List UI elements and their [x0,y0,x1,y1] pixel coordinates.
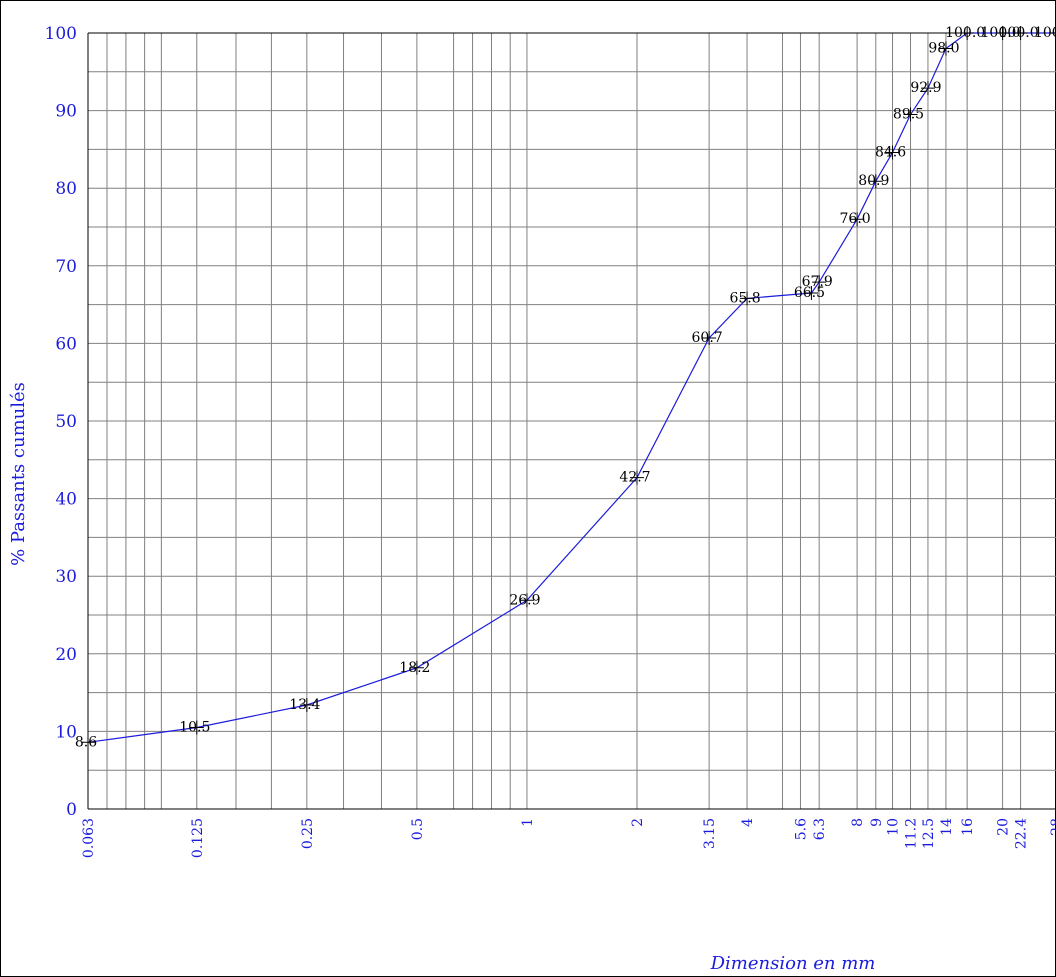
data-label: 80.9 [858,173,889,189]
data-label: 65.8 [729,290,760,306]
x-tick-label: 6.3 [812,818,828,840]
data-point-marker [702,330,717,345]
data-labels: 8.6 10.5 13.4 18.2 26.9 42.7 60.7 65.8 66.567.9 7… [75,25,1056,750]
data-point-marker [409,660,424,675]
data-point-marker [960,26,975,40]
data-point-marker [81,735,95,750]
grid-major [88,33,1056,809]
x-tick-label: 5.6 [793,818,809,840]
y-tick-label: 0 [66,800,77,820]
data-point-marker [995,26,1010,40]
y-tick-label: 50 [55,412,77,432]
data-label: 100.0 [981,25,1021,41]
data-point-marker [1049,26,1056,40]
data-label: 100.0 [999,25,1039,41]
data-label: 18.2 [399,660,430,676]
data-label: 26.9 [509,592,540,608]
series-line [87,32,1056,743]
y-tick-label: 70 [55,257,77,277]
axes [87,32,1056,810]
x-tick-label: 1 [520,818,536,827]
data-label: 42.7 [619,470,650,486]
data-point-marker [629,470,644,485]
data-label: 98.0 [928,41,959,57]
data-label: 66.5 [794,285,825,301]
y-tick-label: 80 [55,179,77,199]
data-point-marker [740,291,755,306]
x-tick-label: 0.5 [410,818,426,840]
x-tick-label: 8 [850,818,866,827]
x-tick-label: 3.15 [702,818,718,849]
data-point-marker [189,720,204,735]
y-tick-label: 90 [55,102,77,122]
x-tick-label: 22.4 [1014,818,1030,849]
x-tick-label: 10 [886,818,902,836]
data-point-marker [519,593,534,608]
data-point-marker [885,145,900,160]
data-point-marker [903,107,918,122]
data-label: 92.9 [910,80,941,96]
x-tick-label: 4 [740,818,756,827]
x-tick-label: 9 [869,818,885,827]
y-tick-label: 40 [55,490,77,510]
y-tick-label: 10 [55,722,77,742]
x-tick-label: 0.125 [190,818,206,858]
data-label: 67.9 [802,274,833,290]
data-label: 60.7 [692,330,723,346]
data-label: 8.6 [75,734,97,750]
data-label: 13.4 [289,697,320,713]
y-axis-title: % Passants cumulés [8,382,29,566]
x-axis-title: Dimension en mm [710,953,876,974]
y-tick-labels: 0 10 20 30 40 50 60 70 80 90 100 [45,24,77,820]
x-tick-label: 11.2 [904,818,920,849]
data-point-marker [812,275,827,290]
y-tick-label: 20 [55,645,77,665]
data-point-marker [938,41,953,56]
x-tick-label: 12.5 [921,818,937,849]
data-point-marker [1013,26,1028,40]
data-label: 89.5 [893,106,924,122]
x-tick-label: 0.063 [81,818,97,858]
data-point-marker [804,285,819,300]
data-label: 10.5 [179,720,210,736]
y-tick-label: 60 [55,334,77,354]
data-point-marker [299,698,314,713]
x-tick-labels: 0.063 0.125 0.25 0.5 1 2 3.15 4 5.6 6.3 8 9 10 11.2 12… [81,818,1056,858]
y-tick-label: 30 [55,567,77,587]
x-tick-label: 2 [630,818,646,827]
x-tick-label: 28 [1049,818,1056,836]
data-point-marker [850,212,865,227]
y-tick-label: 100 [45,24,77,44]
series-layer [81,26,1056,750]
data-label: 100.0 [1034,25,1056,41]
x-tick-label: 14 [939,818,955,836]
data-point-marker [920,81,935,96]
data-label: 84.6 [875,145,906,161]
x-tick-label: 0.25 [300,818,316,849]
x-tick-label: 20 [996,818,1012,836]
data-label: 100.0 [945,25,985,41]
data-point-marker [868,174,883,189]
x-tick-label: 16 [960,818,976,836]
data-label: 76.0 [840,211,871,227]
